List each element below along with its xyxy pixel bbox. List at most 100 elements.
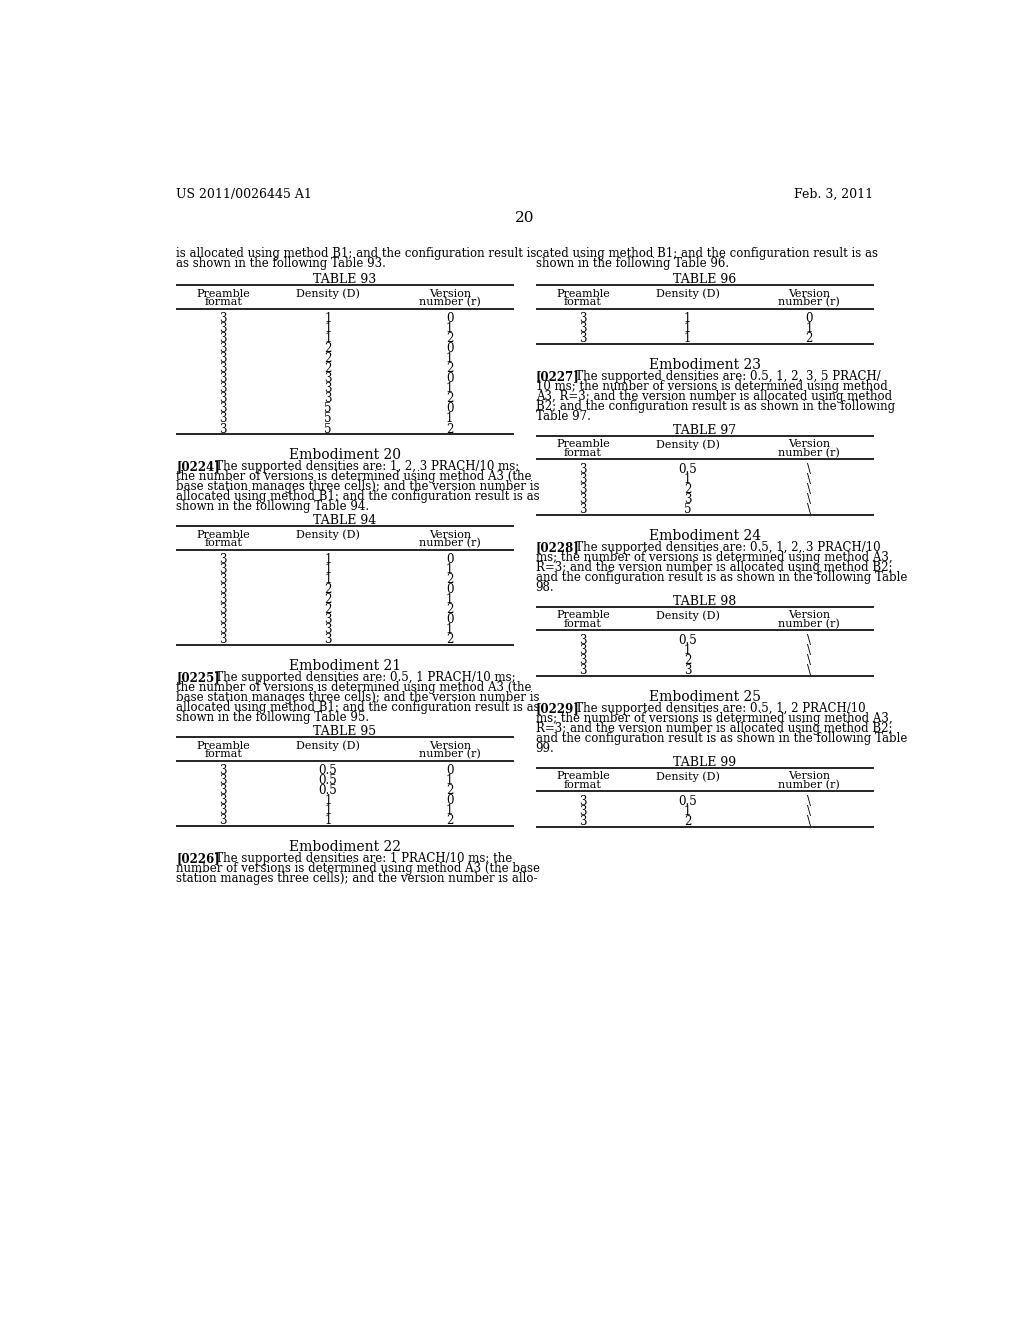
Text: TABLE 95: TABLE 95 <box>313 725 377 738</box>
Text: Density (D): Density (D) <box>655 771 720 781</box>
Text: 1: 1 <box>806 322 813 335</box>
Text: 1: 1 <box>684 805 691 818</box>
Text: 3: 3 <box>219 594 227 606</box>
Text: 3: 3 <box>325 383 332 396</box>
Text: 3: 3 <box>219 392 227 405</box>
Text: number (r): number (r) <box>778 619 841 630</box>
Text: number (r): number (r) <box>419 748 480 759</box>
Text: TABLE 96: TABLE 96 <box>673 273 736 286</box>
Text: B2; and the configuration result is as shown in the following: B2; and the configuration result is as s… <box>536 400 895 413</box>
Text: 2: 2 <box>446 814 454 828</box>
Text: 0: 0 <box>446 403 454 416</box>
Text: Preamble: Preamble <box>556 289 610 298</box>
Text: Preamble: Preamble <box>197 741 250 751</box>
Text: Preamble: Preamble <box>556 610 610 620</box>
Text: \: \ <box>807 463 811 477</box>
Text: Preamble: Preamble <box>197 529 250 540</box>
Text: [0227]: [0227] <box>536 370 580 383</box>
Text: station manages three cells); and the version number is allo-: station manages three cells); and the ve… <box>176 873 538 886</box>
Text: 1: 1 <box>446 412 454 425</box>
Text: 0: 0 <box>806 313 813 326</box>
Text: \: \ <box>807 644 811 657</box>
Text: 3: 3 <box>219 564 227 577</box>
Text: ms; the number of versions is determined using method A3,: ms; the number of versions is determined… <box>536 711 892 725</box>
Text: Feb. 3, 2011: Feb. 3, 2011 <box>795 187 873 201</box>
Text: 1: 1 <box>325 313 332 326</box>
Text: 2: 2 <box>446 603 454 616</box>
Text: 1: 1 <box>684 313 691 326</box>
Text: 3: 3 <box>684 494 691 507</box>
Text: allocated using method B1; and the configuration result is as: allocated using method B1; and the confi… <box>176 490 540 503</box>
Text: 3: 3 <box>580 483 587 496</box>
Text: 0: 0 <box>446 313 454 326</box>
Text: 3: 3 <box>580 474 587 486</box>
Text: TABLE 94: TABLE 94 <box>313 515 377 527</box>
Text: Density (D): Density (D) <box>655 440 720 450</box>
Text: 5: 5 <box>325 422 332 436</box>
Text: 0.5: 0.5 <box>318 775 338 788</box>
Text: Density (D): Density (D) <box>655 610 720 620</box>
Text: The supported densities are: 1 PRACH/10 ms; the: The supported densities are: 1 PRACH/10 … <box>204 853 512 865</box>
Text: 3: 3 <box>580 322 587 335</box>
Text: number (r): number (r) <box>778 297 841 308</box>
Text: Embodiment 25: Embodiment 25 <box>648 689 761 704</box>
Text: 1: 1 <box>446 623 454 636</box>
Text: number (r): number (r) <box>778 780 841 791</box>
Text: 3: 3 <box>219 422 227 436</box>
Text: 2: 2 <box>446 573 454 586</box>
Text: 3: 3 <box>325 392 332 405</box>
Text: [0225]: [0225] <box>176 671 220 684</box>
Text: \: \ <box>807 664 811 677</box>
Text: [0226]: [0226] <box>176 853 220 865</box>
Text: cated using method B1; and the configuration result is as: cated using method B1; and the configura… <box>536 247 878 260</box>
Text: 0: 0 <box>446 583 454 597</box>
Text: 3: 3 <box>219 342 227 355</box>
Text: Density (D): Density (D) <box>296 529 360 540</box>
Text: Embodiment 22: Embodiment 22 <box>289 840 401 854</box>
Text: 3: 3 <box>325 623 332 636</box>
Text: Version: Version <box>429 741 471 751</box>
Text: 3: 3 <box>580 333 587 346</box>
Text: 2: 2 <box>325 352 332 366</box>
Text: \: \ <box>807 816 811 828</box>
Text: Embodiment 21: Embodiment 21 <box>289 659 401 673</box>
Text: Preamble: Preamble <box>556 440 610 449</box>
Text: number (r): number (r) <box>778 447 841 458</box>
Text: 3: 3 <box>219 403 227 416</box>
Text: 3: 3 <box>219 333 227 346</box>
Text: 1: 1 <box>325 804 332 817</box>
Text: format: format <box>564 780 602 789</box>
Text: Version: Version <box>788 771 830 781</box>
Text: 3: 3 <box>219 603 227 616</box>
Text: 3: 3 <box>580 655 587 668</box>
Text: 1: 1 <box>446 352 454 366</box>
Text: Embodiment 20: Embodiment 20 <box>289 447 401 462</box>
Text: 2: 2 <box>325 583 332 597</box>
Text: 1: 1 <box>325 573 332 586</box>
Text: 3: 3 <box>580 644 587 657</box>
Text: Embodiment 24: Embodiment 24 <box>648 529 761 543</box>
Text: 2: 2 <box>325 603 332 616</box>
Text: the number of versions is determined using method A3 (the: the number of versions is determined usi… <box>176 470 531 483</box>
Text: 3: 3 <box>580 795 587 808</box>
Text: 3: 3 <box>580 664 587 677</box>
Text: base station manages three cells); and the version number is: base station manages three cells); and t… <box>176 692 540 705</box>
Text: 3: 3 <box>325 372 332 385</box>
Text: allocated using method B1; and the configuration result is as: allocated using method B1; and the confi… <box>176 701 540 714</box>
Text: 1: 1 <box>325 814 332 828</box>
Text: 1: 1 <box>684 474 691 486</box>
Text: 99.: 99. <box>536 742 554 755</box>
Text: Version: Version <box>788 610 830 620</box>
Text: 0: 0 <box>446 764 454 777</box>
Text: 1: 1 <box>446 775 454 788</box>
Text: 1: 1 <box>684 322 691 335</box>
Text: [0224]: [0224] <box>176 461 220 474</box>
Text: 2: 2 <box>325 363 332 375</box>
Text: Density (D): Density (D) <box>296 289 360 300</box>
Text: 3: 3 <box>580 635 587 647</box>
Text: 3: 3 <box>219 352 227 366</box>
Text: Density (D): Density (D) <box>296 741 360 751</box>
Text: 1: 1 <box>325 564 332 577</box>
Text: number (r): number (r) <box>419 297 480 308</box>
Text: Version: Version <box>788 289 830 298</box>
